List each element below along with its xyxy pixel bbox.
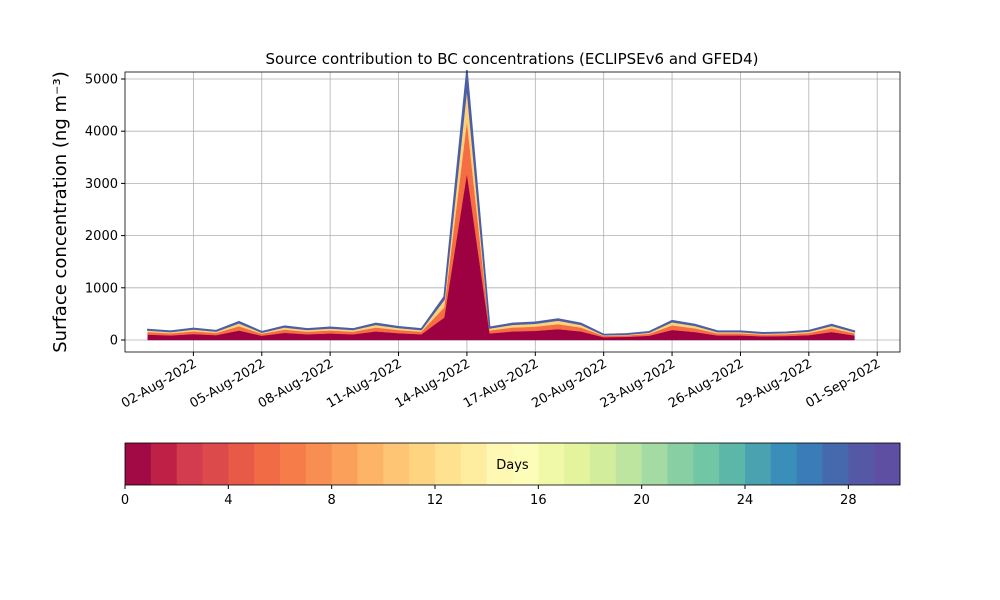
x-tick-label: 11-Aug-2022: [324, 356, 404, 411]
area-layer: [147, 172, 855, 341]
colorbar-tick-label: 20: [633, 493, 650, 508]
y-tick-label: 1000: [85, 281, 118, 296]
colorbar-cell: [176, 443, 203, 485]
x-tick-label: 14-Aug-2022: [393, 356, 473, 411]
colorbar-cell: [848, 443, 875, 485]
colorbar-tick-label: 12: [427, 493, 444, 508]
colorbar-cell: [796, 443, 823, 485]
colorbar-cell: [305, 443, 333, 485]
colorbar-cell: [228, 443, 255, 485]
colorbar-cell: [693, 443, 720, 485]
colorbar-tick-label: 4: [224, 493, 232, 508]
x-tick-label: 05-Aug-2022: [187, 356, 267, 411]
colorbar-cell: [486, 443, 513, 485]
colorbar-cell: [460, 443, 488, 485]
x-tick-label: 01-Sep-2022: [803, 356, 883, 411]
colorbar-cell: [822, 443, 849, 485]
colorbar-cell: [874, 443, 901, 485]
colorbar-cell: [719, 443, 746, 485]
colorbar-cell: [590, 443, 617, 485]
chart-title: Source contribution to BC concentrations…: [265, 50, 758, 68]
colorbar-label: Days: [496, 458, 529, 473]
colorbar-tick-label: 24: [737, 493, 754, 508]
colorbar-cell: [202, 443, 229, 485]
x-tick-label: 02-Aug-2022: [119, 356, 199, 411]
area-layer: [147, 70, 856, 336]
colorbar-cell: [383, 443, 410, 485]
colorbar-cell: [538, 443, 565, 485]
colorbar-cell: [667, 443, 694, 485]
colorbar-cell: [564, 443, 591, 485]
x-tick-label: 23-Aug-2022: [598, 356, 678, 411]
y-axis-label: Surface concentration (ng m⁻³): [50, 71, 71, 353]
y-tick-label: 0: [110, 333, 118, 348]
y-tick-label: 2000: [85, 229, 118, 244]
y-tick-label: 4000: [85, 125, 118, 140]
colorbar-cell: [615, 443, 643, 485]
colorbar-cell: [280, 443, 307, 485]
colorbar-frame: [124, 442, 901, 486]
area-layer: [147, 120, 855, 338]
colorbar-cell: [745, 443, 772, 485]
area-layer: [147, 85, 855, 337]
x-tick-label: 29-Aug-2022: [734, 356, 814, 411]
colorbar-tick-label: 8: [328, 493, 336, 508]
colorbar-cell: [770, 443, 798, 485]
colorbar-tick-label: 28: [840, 493, 857, 508]
colorbar-cell: [254, 443, 281, 485]
colorbar-tick-label: 16: [530, 493, 547, 508]
y-tick-label: 3000: [85, 177, 118, 192]
colorbar-cell: [435, 443, 462, 485]
y-tick-label: 5000: [85, 72, 118, 87]
colorbar-cell: [512, 443, 539, 485]
axes-frame: [124, 71, 901, 353]
x-tick-label: 20-Aug-2022: [529, 356, 609, 411]
colorbar-cell: [331, 443, 358, 485]
x-tick-label: 17-Aug-2022: [461, 356, 541, 411]
colorbar-cell: [409, 443, 436, 485]
colorbar-tick-label: 0: [121, 493, 129, 508]
x-tick-label: 26-Aug-2022: [666, 356, 746, 411]
colorbar-cell: [641, 443, 668, 485]
colorbar-cell: [357, 443, 384, 485]
colorbar-cell: [150, 443, 178, 485]
x-tick-label: 08-Aug-2022: [256, 356, 336, 411]
colorbar-cell: [125, 443, 152, 485]
